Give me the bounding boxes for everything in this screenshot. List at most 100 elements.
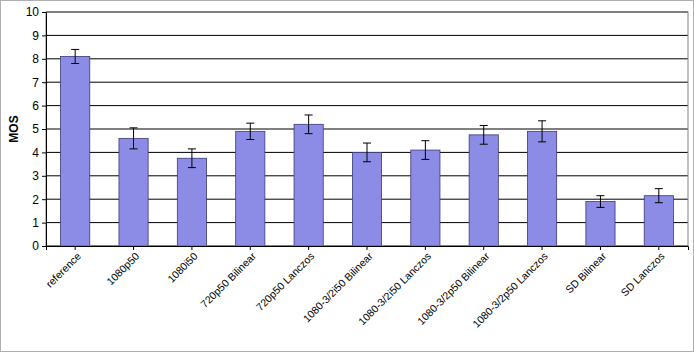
error-bar-line [480, 144, 488, 145]
error-bar [188, 149, 196, 168]
error-bar-line [71, 49, 79, 50]
y-tick-label: 8 [32, 52, 39, 66]
error-bar-line [191, 149, 192, 168]
chart-border [1, 1, 694, 352]
y-tick: 0 [32, 239, 46, 253]
error-bar [130, 128, 138, 149]
bar [61, 56, 90, 246]
y-tick-label: 0 [32, 239, 39, 253]
y-tick: 3 [32, 169, 46, 183]
x-tick: 720p50 Lanczos [253, 246, 316, 313]
error-bar [538, 121, 546, 142]
error-bar-line [542, 121, 543, 142]
y-tick-label: 9 [32, 29, 39, 43]
y-tick-mark [42, 246, 46, 247]
y-tick: 9 [32, 29, 46, 43]
x-tick: 1080i50 [165, 246, 200, 285]
error-bar-line [480, 125, 488, 126]
error-bar-line [305, 133, 313, 134]
error-bar-line [246, 139, 254, 140]
x-tick-label: 1080p50 [104, 250, 142, 288]
error-bar-line [600, 196, 601, 208]
x-tick-label: reference [43, 250, 83, 290]
y-tick-mark [42, 35, 46, 36]
x-tick-mark [133, 246, 134, 250]
error-bar [421, 141, 429, 160]
bar [644, 196, 673, 246]
y-tick-mark [42, 82, 46, 83]
x-tick: 720p50 Bilinear [198, 246, 258, 310]
y-tick-label: 2 [32, 193, 39, 207]
error-bar [655, 189, 663, 203]
chart: 012345678910reference1080p501080i50720p5… [0, 0, 694, 352]
error-bar-line [655, 188, 663, 189]
x-tick-label: 1080-3/2p50 Lanczos [470, 250, 550, 330]
x-tick-mark [600, 246, 601, 250]
y-tick-mark [42, 12, 46, 13]
x-tick: 1080-3/2p50 Lanczos [470, 246, 550, 330]
grid-line [46, 82, 688, 83]
error-bar [596, 196, 604, 208]
y-tick-label: 4 [32, 146, 39, 160]
bar [294, 124, 323, 246]
x-tick-mark [191, 246, 192, 250]
y-tick-label: 1 [32, 216, 39, 230]
y-tick: 1 [32, 216, 46, 230]
x-tick-mark [75, 246, 76, 250]
y-tick-mark [42, 152, 46, 153]
error-bar-line [425, 141, 426, 160]
error-bar-line [130, 148, 138, 149]
error-bar-line [596, 207, 604, 208]
y-tick-label: 10 [26, 5, 40, 19]
y-axis: 0 1 2 3 4 5 6 7 8 9 10 [26, 5, 47, 253]
x-axis-line [47, 247, 689, 251]
y-tick-label: 6 [32, 99, 39, 113]
bar [469, 135, 498, 246]
plot-frame [46, 12, 688, 246]
y-axis-title: MOS [7, 115, 21, 142]
y-tick: 8 [32, 52, 46, 66]
x-tick-mark [425, 246, 426, 250]
grid-line [46, 105, 688, 106]
x-tick-mark [658, 246, 659, 250]
error-bar [305, 115, 313, 134]
x-tick: SD Bilinear [563, 246, 609, 295]
error-bar-line [71, 63, 79, 64]
x-tick-label: 720p50 Lanczos [253, 250, 316, 313]
y-tick-mark [42, 199, 46, 200]
error-bar-line [421, 140, 429, 141]
y-tick-label: 3 [32, 169, 39, 183]
y-tick: 5 [32, 122, 46, 136]
x-tick-mark [308, 246, 309, 250]
x-tick-label: 720p50 Bilinear [198, 249, 258, 309]
x-tick-label: SD Lanczos [618, 250, 667, 299]
error-bar-line [655, 202, 663, 203]
y-tick-mark [42, 106, 46, 107]
error-bar-line [363, 143, 371, 144]
error-bar [71, 49, 79, 63]
error-bar-line [596, 195, 604, 196]
bar [119, 138, 148, 246]
y-tick: 7 [32, 76, 46, 90]
bar [586, 202, 615, 246]
y-tick-mark [42, 223, 46, 224]
y-axis-line [42, 13, 47, 247]
y-tick-mark [42, 129, 46, 130]
y-tick: 4 [32, 146, 46, 160]
x-tick: reference [43, 246, 83, 290]
bar [411, 150, 440, 246]
x-tick: 1080p50 [104, 246, 142, 287]
error-bar-line [305, 114, 313, 115]
x-tick-label: SD Bilinear [563, 249, 609, 295]
error-bar-line [133, 128, 134, 149]
error-bar-line [188, 167, 196, 168]
plot: 012345678910reference1080p501080i50720p5… [26, 5, 689, 329]
x-tick-mark [483, 246, 484, 250]
x-tick: SD Lanczos [618, 246, 667, 298]
x-tick-mark [367, 246, 368, 250]
error-bar-line [188, 148, 196, 149]
y-tick-label: 7 [32, 76, 39, 90]
y-tick: 10 [26, 5, 46, 19]
error-bar-line [75, 49, 76, 63]
x-tick-mark [250, 246, 251, 250]
